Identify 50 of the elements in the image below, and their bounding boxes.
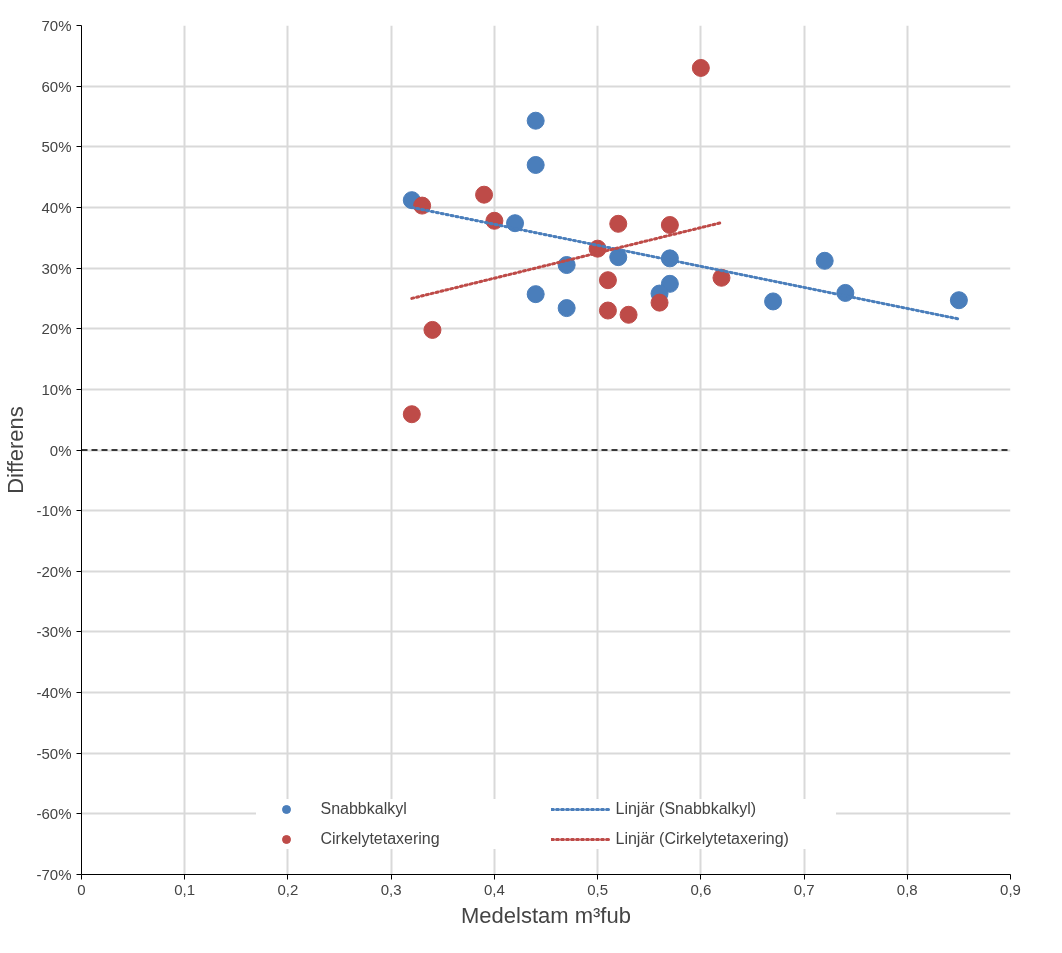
point	[609, 214, 628, 233]
point	[475, 185, 494, 204]
point	[660, 274, 679, 293]
point	[764, 292, 783, 311]
legend-label: Linjär (Cirkelytetaxering)	[615, 830, 790, 848]
point	[815, 251, 834, 270]
point	[557, 299, 576, 318]
y-tick-label: -20%	[36, 562, 72, 580]
y-tick-label: -10%	[36, 502, 72, 520]
point	[423, 320, 442, 339]
y-tick-label: 10%	[41, 380, 72, 398]
x-tick-label: 0	[77, 880, 86, 898]
legend-label: Linjär (Snabbkalkyl)	[615, 800, 757, 818]
x-tick-label: 0,1	[174, 880, 196, 898]
x-tick-label: 0,5	[587, 880, 609, 898]
y-tick-label: 30%	[41, 259, 72, 277]
point	[402, 405, 421, 424]
y-tick-label: -60%	[36, 805, 72, 823]
point	[598, 271, 617, 290]
point	[691, 58, 710, 77]
point	[660, 216, 679, 234]
x-tick-label: 0,6	[690, 880, 712, 898]
x-axis-title: Medelstam m³fub	[461, 902, 631, 928]
y-tick-label: 70%	[41, 17, 72, 34]
y-tick-label: -70%	[36, 866, 72, 883]
point	[619, 305, 638, 324]
y-tick-label: -30%	[36, 623, 72, 641]
y-tick-label: -40%	[36, 684, 72, 702]
point	[526, 111, 545, 130]
y-tick-label: -50%	[36, 744, 72, 762]
x-tick-label: 0,7	[793, 880, 815, 898]
x-tick-label: 0,4	[483, 880, 505, 898]
point	[949, 291, 968, 310]
point	[650, 293, 669, 312]
point	[526, 156, 545, 174]
y-tick-label: 50%	[41, 138, 72, 156]
y-tick-label: 60%	[41, 77, 72, 95]
point	[598, 301, 617, 320]
y-tick-label: 40%	[41, 198, 72, 216]
x-tick-label: 0,9	[1000, 880, 1021, 898]
y-tick-label: 0%	[49, 441, 72, 459]
x-tick-label: 0,8	[896, 880, 918, 898]
point	[526, 285, 545, 304]
legend-label: Snabbkalkyl	[320, 800, 408, 818]
point	[609, 248, 628, 267]
x-tick-label: 0,3	[380, 880, 402, 898]
y-tick-label: 20%	[41, 320, 72, 338]
x-tick-label: 0,2	[277, 880, 299, 898]
y-axis-title: Differens	[3, 406, 29, 494]
legend-label: Cirkelytetaxering	[320, 830, 441, 848]
